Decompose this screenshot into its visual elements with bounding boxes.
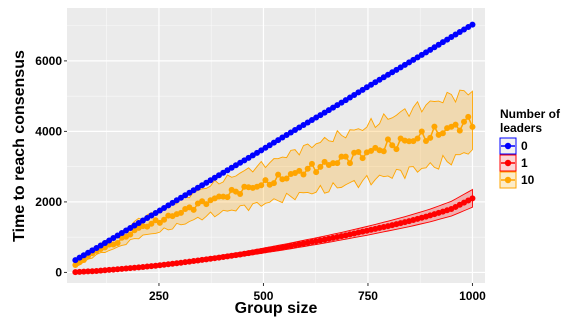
point-series-10: [296, 167, 303, 174]
series-points: [72, 21, 476, 276]
legend-key-point-10: [504, 176, 512, 184]
grid-lines: [67, 8, 485, 283]
point-series-1: [85, 268, 92, 275]
point-series-10: [330, 160, 337, 167]
point-series-10: [270, 180, 277, 187]
x-tick-label: 1000: [459, 289, 486, 303]
point-series-10: [114, 240, 121, 247]
point-series-10: [342, 153, 349, 160]
legend-title-line-1: Number of: [500, 107, 561, 121]
legend-label-10: 10: [521, 173, 535, 187]
point-series-10: [355, 148, 362, 155]
point-series-10: [199, 198, 206, 205]
point-series-10: [418, 128, 425, 135]
x-axis-ticks: 250 500 750 1000: [149, 283, 486, 303]
point-series-10: [384, 136, 391, 143]
legend: Number of leaders 0 1 10: [499, 107, 561, 189]
point-series-10: [304, 165, 311, 172]
point-series-10: [427, 134, 434, 141]
point-series-10: [469, 123, 476, 130]
point-series-1: [80, 268, 87, 275]
point-series-10: [414, 135, 421, 142]
point-series-10: [321, 158, 328, 165]
x-tick-label: 500: [253, 289, 273, 303]
legend-key-point-0: [504, 142, 512, 150]
point-series-10: [359, 155, 366, 162]
point-series-1: [469, 195, 476, 202]
point-series-10: [156, 219, 163, 226]
y-tick-label: 6000: [35, 54, 62, 68]
point-series-1: [76, 268, 83, 275]
point-series-10: [190, 206, 197, 213]
point-series-10: [431, 123, 438, 130]
point-series-10: [258, 182, 265, 189]
point-series-10: [144, 223, 151, 230]
point-series-10: [346, 160, 353, 167]
point-series-10: [422, 138, 429, 145]
point-series-10: [203, 201, 210, 208]
point-series-10: [465, 113, 472, 120]
point-series-10: [275, 171, 282, 178]
band-series-10: [74, 89, 473, 268]
point-series-10: [406, 138, 413, 145]
legend-key-point-1: [504, 159, 512, 167]
y-axis-ticks: 0 2000 4000 6000: [35, 54, 67, 279]
point-series-1: [72, 269, 79, 276]
x-tick-label: 250: [149, 289, 169, 303]
point-series-10: [338, 153, 345, 160]
point-series-10: [334, 160, 341, 167]
point-series-10: [368, 147, 375, 154]
point-series-10: [148, 220, 155, 227]
y-axis-title: Time to reach consensus: [11, 50, 28, 242]
point-series-10: [237, 190, 244, 197]
y-tick-label: 2000: [35, 195, 62, 209]
point-series-10: [283, 175, 290, 182]
point-series-10: [380, 148, 387, 155]
point-series-10: [393, 146, 400, 153]
legend-label-1: 1: [521, 156, 528, 170]
point-series-10: [127, 231, 134, 238]
point-series-10: [308, 160, 315, 167]
point-series-10: [262, 177, 269, 184]
point-series-10: [389, 142, 396, 149]
point-series-10: [224, 194, 231, 201]
x-axis-title: Group size: [235, 300, 318, 317]
y-tick-label: 4000: [35, 124, 62, 138]
point-series-0: [469, 21, 476, 28]
point-series-10: [313, 169, 320, 176]
point-series-10: [300, 171, 307, 178]
x-tick-label: 750: [358, 289, 378, 303]
point-series-10: [317, 163, 324, 170]
point-series-10: [215, 193, 222, 200]
point-series-10: [461, 118, 468, 125]
point-series-10: [161, 216, 168, 223]
legend-label-0: 0: [521, 139, 528, 153]
point-series-10: [177, 209, 184, 216]
point-series-1: [89, 268, 96, 275]
point-series-10: [456, 127, 463, 134]
point-series-10: [439, 130, 446, 137]
y-tick-label: 0: [55, 265, 62, 279]
point-series-10: [452, 121, 459, 128]
legend-title-line-2: leaders: [500, 121, 542, 135]
